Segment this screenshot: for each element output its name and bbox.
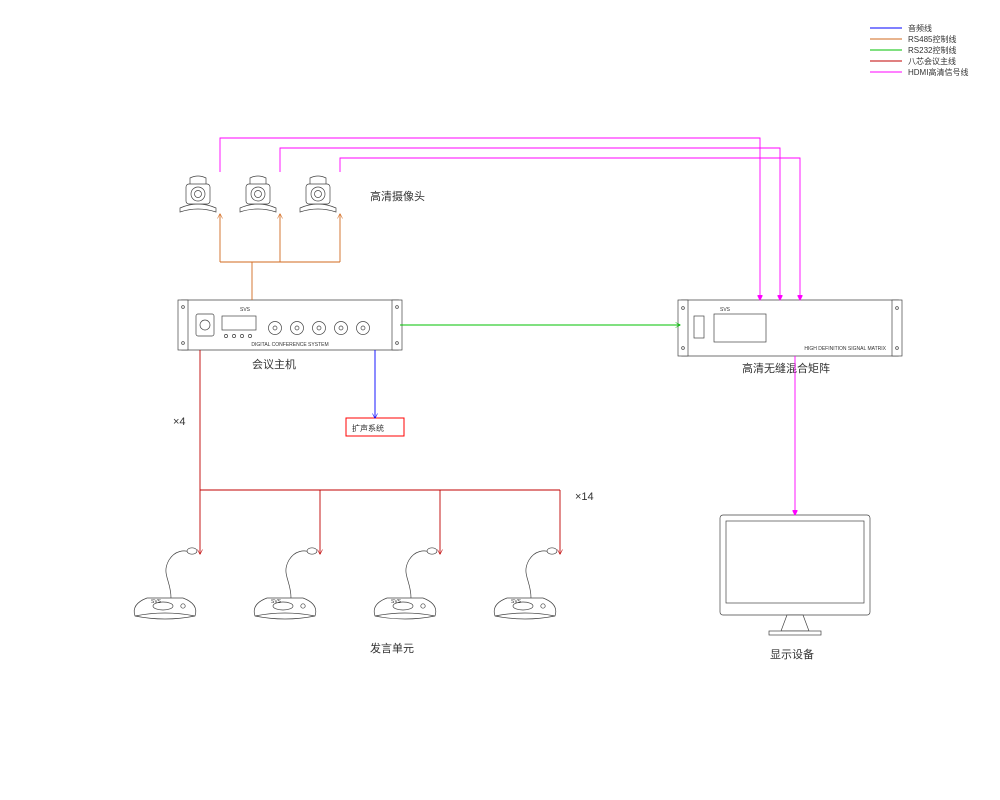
microphone-icon: SVS	[374, 548, 437, 619]
microphone-icon: SVS	[134, 548, 197, 619]
svg-text:SVS: SVS	[240, 307, 251, 313]
legend-label: 八芯会议主线	[908, 56, 956, 66]
svg-text:SVS: SVS	[511, 599, 522, 605]
matrix-icon: SVS HIGH DEFINITION SIGNAL MATRIX	[678, 300, 902, 356]
display-icon	[720, 515, 870, 635]
cameras-label: 高清摄像头	[370, 189, 425, 203]
camera-icon	[180, 176, 216, 212]
legend-label: RS485控制线	[908, 34, 956, 44]
camera-icon	[240, 176, 276, 212]
microphone-icon: SVS	[254, 548, 317, 619]
conference-host-icon: SVS DIGITAL CONFERENCE SYSTEM	[178, 300, 402, 350]
hdmi-line	[340, 158, 800, 300]
svg-text:SVS: SVS	[720, 307, 731, 313]
hdmi-line	[280, 148, 780, 300]
camera-icon	[300, 176, 336, 212]
mics-label: 发言单元	[370, 641, 414, 655]
legend: 音频线RS485控制线RS232控制线八芯会议主线HDMI高清信号线	[870, 23, 968, 77]
pa-system-label: 扩声系统	[352, 423, 384, 433]
matrix-label: 高清无缝混合矩阵	[742, 361, 830, 375]
microphone-icon: SVS	[494, 548, 557, 619]
svg-text:SVS: SVS	[271, 599, 282, 605]
display-label: 显示设备	[770, 647, 814, 661]
legend-label: 音频线	[908, 23, 932, 33]
svg-text:DIGITAL CONFERENCE SYSTEM: DIGITAL CONFERENCE SYSTEM	[251, 342, 328, 348]
host-label: 会议主机	[252, 357, 296, 371]
svg-text:SVS: SVS	[151, 599, 162, 605]
svg-text:SVS: SVS	[391, 599, 402, 605]
svg-text:HIGH DEFINITION SIGNAL MATRIX: HIGH DEFINITION SIGNAL MATRIX	[804, 346, 886, 352]
hdmi-line	[220, 138, 760, 300]
multiplier-x4: ×4	[173, 416, 186, 428]
legend-label: HDMI高清信号线	[908, 67, 968, 77]
legend-label: RS232控制线	[908, 45, 956, 55]
multiplier-x14: ×14	[575, 491, 594, 503]
